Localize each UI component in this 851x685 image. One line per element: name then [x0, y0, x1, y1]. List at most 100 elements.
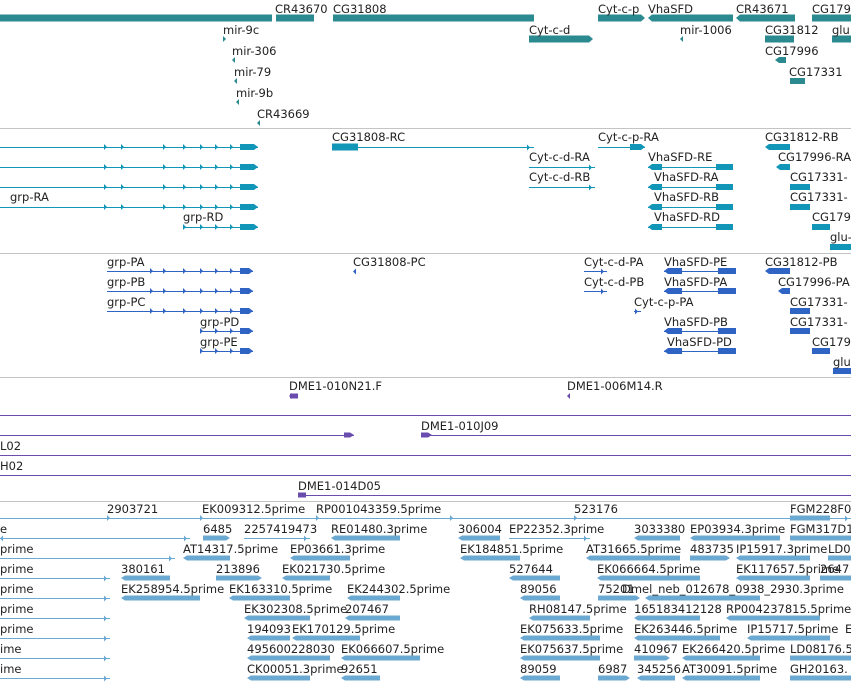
feature-label[interactable]: prime: [0, 562, 34, 576]
transcript-block[interactable]: [240, 184, 258, 190]
strand-arrow[interactable]: [230, 144, 233, 150]
feature-label[interactable]: IP15917.3prime: [736, 542, 828, 556]
feature-label[interactable]: 483735: [690, 542, 734, 556]
strand-arrow[interactable]: [215, 164, 218, 170]
feature-label[interactable]: RH08147.5prime: [529, 602, 627, 616]
strand-arrow[interactable]: [104, 164, 107, 170]
strand-arrow[interactable]: [0, 535, 3, 542]
strand-arrow[interactable]: [215, 204, 218, 210]
feature-label[interactable]: CR43669: [257, 107, 310, 121]
feature-label[interactable]: CG17996-RA: [778, 150, 851, 164]
strand-arrow[interactable]: [215, 144, 218, 150]
feature-label[interactable]: DME1-010N21.F: [289, 379, 382, 393]
feature-label[interactable]: CG17331-: [790, 170, 848, 184]
gene-block[interactable]: [276, 14, 314, 22]
gene-block[interactable]: [790, 78, 805, 84]
feature-label[interactable]: grp-PE: [200, 335, 238, 349]
feature-label[interactable]: Cyt-c-p-PA: [634, 295, 694, 309]
feature-label[interactable]: EK258954.5prime: [121, 582, 225, 596]
est-block[interactable]: [790, 675, 851, 681]
feature-label[interactable]: 207467: [345, 602, 389, 616]
strand-arrow[interactable]: [183, 144, 186, 150]
feature-label[interactable]: CG17331-: [790, 190, 848, 204]
gene-block[interactable]: [333, 14, 534, 22]
feature-label[interactable]: EK117657.5prime: [736, 562, 840, 576]
transcript-block[interactable]: [790, 204, 810, 210]
feature-label[interactable]: LD08176.5: [790, 642, 851, 656]
strand-arrow[interactable]: [183, 164, 186, 170]
feature-label[interactable]: VhaSFD-PE: [664, 255, 728, 269]
feature-label[interactable]: prime: [0, 622, 34, 636]
feature-label[interactable]: 213896: [216, 562, 260, 576]
strand-arrow[interactable]: [230, 268, 233, 274]
feature-label[interactable]: RP001043359.5prime: [316, 502, 442, 516]
feature-label[interactable]: CG179: [812, 335, 851, 349]
gene-block[interactable]: [529, 35, 593, 43]
protein-block[interactable]: [664, 268, 682, 274]
feature-label[interactable]: grp-PA: [107, 255, 145, 269]
strand-arrow[interactable]: [584, 535, 587, 542]
feature-label[interactable]: Cyt-c-p: [598, 2, 640, 16]
strand-arrow[interactable]: [223, 36, 226, 42]
feature-label[interactable]: 2647: [820, 562, 850, 576]
feature-label[interactable]: VhaSFD-RE: [648, 150, 713, 164]
protein-block[interactable]: [664, 288, 682, 294]
strand-arrow[interactable]: [230, 204, 233, 210]
clone-block[interactable]: [421, 432, 432, 438]
feature-label[interactable]: grp-PB: [107, 275, 146, 289]
est-block[interactable]: [790, 535, 851, 541]
protein-block[interactable]: [240, 268, 253, 274]
feature-label[interactable]: EP03661.3prime: [290, 542, 386, 556]
feature-label[interactable]: 2903721: [107, 502, 159, 516]
strand-arrow[interactable]: [200, 144, 203, 150]
protein-block[interactable]: [790, 328, 810, 334]
feature-label[interactable]: VhaSFD-PA: [664, 275, 728, 289]
feature-label[interactable]: grp-RD: [183, 210, 224, 224]
strand-arrow[interactable]: [150, 268, 153, 274]
protein-block[interactable]: [240, 308, 253, 314]
feature-label[interactable]: glu: [833, 355, 851, 369]
feature-label[interactable]: CG31808-PC: [353, 255, 426, 269]
transcript-block[interactable]: [765, 144, 790, 150]
feature-label[interactable]: AT30091.5prime: [682, 662, 778, 676]
est-block[interactable]: [820, 575, 851, 581]
strand-arrow[interactable]: [230, 164, 233, 170]
transcript-block[interactable]: [332, 143, 358, 151]
feature-label[interactable]: 2257419473: [244, 522, 318, 536]
est-block[interactable]: [634, 635, 720, 641]
strand-arrow[interactable]: [232, 57, 235, 63]
strand-arrow[interactable]: [163, 164, 166, 170]
strand-arrow[interactable]: [215, 184, 218, 190]
strand-arrow[interactable]: [121, 184, 124, 190]
feature-label[interactable]: 380161: [121, 562, 165, 576]
feature-label[interactable]: EK244302.5prime: [347, 582, 451, 596]
feature-label[interactable]: glu-: [830, 230, 851, 244]
est-block[interactable]: [290, 555, 350, 561]
feature-label[interactable]: CR43670: [275, 2, 328, 16]
feature-label[interactable]: L02: [0, 439, 22, 453]
est-block[interactable]: [292, 635, 360, 641]
protein-block[interactable]: [664, 328, 682, 334]
strand-arrow[interactable]: [200, 515, 203, 521]
feature-label[interactable]: CG31812-RB: [765, 130, 839, 144]
feature-label[interactable]: DME1-006M14.R: [567, 379, 663, 393]
protein-block[interactable]: [778, 288, 790, 294]
est-block[interactable]: [529, 615, 590, 621]
strand-arrow[interactable]: [163, 184, 166, 190]
transcript-block[interactable]: [240, 144, 258, 150]
est-block[interactable]: [520, 655, 600, 661]
est-block[interactable]: [520, 675, 560, 681]
est-block[interactable]: [747, 635, 830, 641]
feature-label[interactable]: CG179: [812, 210, 851, 224]
feature-label[interactable]: EK021730.5prime: [282, 562, 386, 576]
feature-label[interactable]: FGM317D1: [790, 522, 851, 536]
strand-arrow[interactable]: [104, 184, 107, 190]
strand-arrow[interactable]: [183, 224, 186, 230]
feature-label[interactable]: e: [0, 522, 8, 536]
est-block[interactable]: [690, 535, 780, 541]
strand-arrow[interactable]: [183, 288, 186, 294]
feature-label[interactable]: 165183412128: [634, 602, 722, 616]
feature-label[interactable]: CG179: [812, 2, 851, 16]
feature-label[interactable]: VhaSFD-RB: [654, 190, 720, 204]
est-block[interactable]: [183, 555, 230, 561]
